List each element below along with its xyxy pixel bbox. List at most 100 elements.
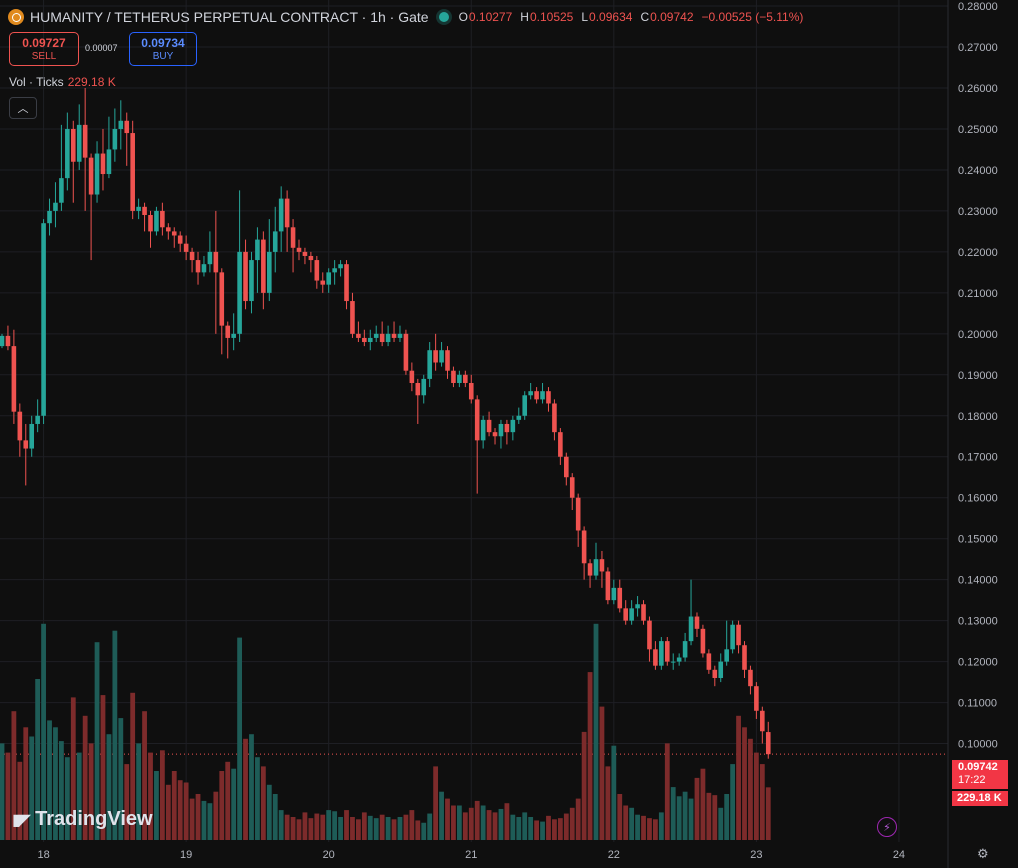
price-tick-label: 0.12000: [958, 657, 998, 669]
time-tick-label: 19: [180, 849, 192, 861]
volume-bar: [124, 764, 130, 840]
volume-bar: [753, 752, 759, 840]
volume-bar: [243, 738, 248, 840]
volume-bar: [320, 814, 326, 840]
candle-body: [552, 403, 557, 433]
candle-body: [664, 641, 670, 662]
sell-button[interactable]: 0.09727 SELL: [9, 32, 79, 66]
volume-bar: [367, 815, 373, 840]
volume-bar: [64, 757, 70, 840]
volume-bar: [17, 761, 23, 840]
volume-bar: [409, 810, 415, 840]
volume-bar: [47, 720, 52, 840]
price-tick-label: 0.22000: [958, 247, 998, 259]
candle-body: [480, 419, 486, 441]
candle-body: [736, 624, 741, 646]
candle-body: [201, 264, 207, 273]
candle-body: [611, 587, 617, 601]
volume-bar: [629, 807, 635, 840]
time-tick-label: 20: [323, 849, 335, 861]
candle-body: [76, 124, 82, 162]
time-tick-label: 22: [608, 849, 620, 861]
candle-body: [647, 620, 652, 650]
price-tick-label: 0.27000: [958, 42, 998, 54]
volume-bar: [427, 813, 433, 840]
candle-body: [296, 247, 302, 252]
volume-bar: [148, 752, 153, 840]
volume-bar: [266, 784, 272, 840]
volume-bar: [552, 819, 557, 840]
lightning-icon[interactable]: ⚡: [877, 817, 897, 837]
volume-bar: [106, 734, 112, 840]
candle-body: [659, 641, 664, 666]
volume-bar: [59, 741, 64, 840]
volume-bar: [557, 818, 563, 840]
volume-bar: [712, 795, 718, 840]
volume-bar: [82, 715, 88, 840]
volume-bar: [177, 780, 183, 840]
candle-body: [486, 419, 492, 433]
candle-body: [694, 616, 700, 629]
volume-bar: [94, 642, 100, 840]
volume-bar: [748, 738, 753, 840]
candle-body: [421, 378, 427, 396]
chevron-up-icon[interactable]: ︿: [9, 97, 37, 119]
volume-bar: [183, 782, 189, 840]
tradingview-wordmark: TradingView: [35, 808, 153, 830]
candle-body: [255, 239, 260, 261]
volume-bar: [302, 812, 308, 840]
candle-body: [94, 153, 100, 195]
buy-button[interactable]: 0.09734 BUY: [129, 32, 197, 66]
time-axis: 18 19 20 21 22 23 24: [37, 849, 905, 861]
candle-body: [82, 124, 88, 158]
volume-bar: [385, 817, 391, 840]
candle-body: [100, 153, 106, 175]
candle-body: [457, 374, 462, 383]
candle-body: [439, 350, 444, 363]
candle-body: [142, 206, 147, 216]
price-tick-label: 0.20000: [958, 329, 998, 341]
candle-body: [112, 128, 118, 150]
candle-body: [516, 415, 522, 420]
candle-body: [17, 411, 23, 441]
volume-bar: [480, 805, 486, 840]
buy-label: BUY: [152, 51, 174, 62]
candle-body: [249, 260, 254, 302]
candle-body: [356, 333, 361, 338]
price-tick-label: 0.18000: [958, 411, 998, 423]
volume-bar: [379, 814, 385, 840]
volume-legend-label: Vol · Ticks: [9, 75, 64, 89]
volume-bar: [373, 818, 379, 840]
volume-bar: [207, 803, 213, 840]
symbol-title[interactable]: HUMANITY / TETHERUS PERPETUAL CONTRACT ·…: [30, 9, 429, 25]
time-tick-label: 21: [465, 849, 477, 861]
volume-bar: [53, 727, 58, 840]
volume-bar: [213, 791, 219, 840]
volume-bar: [736, 715, 741, 840]
gear-icon[interactable]: ⚙: [977, 846, 989, 861]
volume-bar: [338, 817, 343, 840]
candle-body: [700, 628, 706, 654]
candle-body: [47, 210, 52, 224]
volume-bar: [100, 695, 106, 840]
volume-bar: [682, 791, 688, 840]
volume-bar: [219, 771, 225, 840]
candle-body: [237, 251, 242, 334]
candle-body: [635, 604, 640, 609]
price-axis: 0.10000 0.11000 0.12000 0.13000 0.14000 0.150…: [958, 1, 998, 750]
volume-legend[interactable]: Vol · Ticks 229.18 K: [9, 75, 116, 89]
candle-body: [118, 120, 124, 129]
volume-bar: [421, 822, 427, 840]
volume-bar: [112, 630, 118, 840]
candle-body: [724, 649, 729, 662]
candle-body: [320, 280, 326, 285]
ohlc-change: −0.00525 (−5.11%): [701, 10, 804, 24]
candle-body: [569, 477, 575, 498]
volume-bar: [225, 761, 231, 840]
ohlc-open: O0.10277: [458, 10, 513, 24]
candle-body: [29, 423, 34, 449]
candle-body: [599, 559, 605, 572]
price-tick-label: 0.11000: [958, 698, 997, 710]
candle-body: [278, 198, 284, 232]
